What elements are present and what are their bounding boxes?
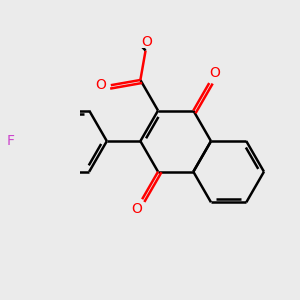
Text: O: O: [142, 35, 152, 49]
Text: O: O: [210, 66, 220, 80]
Text: O: O: [95, 78, 106, 92]
Text: F: F: [6, 134, 14, 148]
Text: O: O: [131, 202, 142, 216]
